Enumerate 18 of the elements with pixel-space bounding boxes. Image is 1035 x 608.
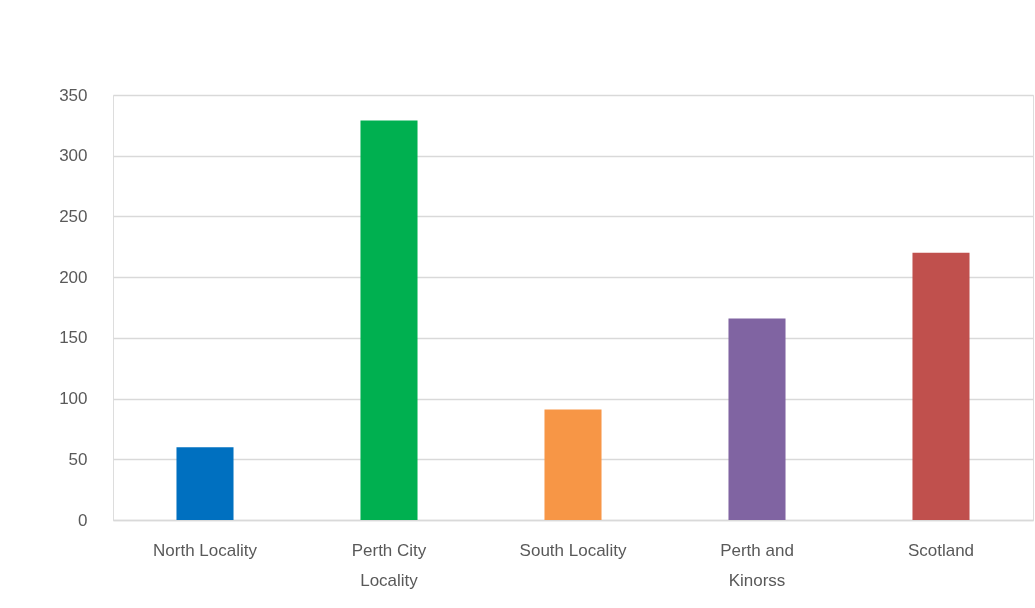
bar (912, 252, 970, 520)
y-tick-label: 150 (59, 328, 88, 348)
x-tick-label: Scotland (907, 540, 975, 560)
y-tick-label: 100 (59, 389, 88, 409)
x-tick-label: Perth City Locality (351, 540, 427, 590)
x-tick-label: Perth and Kinorss (720, 540, 794, 590)
bar (728, 318, 786, 520)
x-tick-label: North Locality (153, 540, 258, 560)
y-tick-label: 300 (59, 146, 88, 166)
y-tick-label: 0 (78, 510, 88, 530)
bar (544, 409, 602, 520)
y-tick-label: 350 (59, 85, 88, 105)
bar (360, 120, 418, 520)
y-tick-label: 50 (68, 449, 88, 469)
bar (176, 447, 234, 520)
y-tick-label: 250 (59, 206, 88, 226)
x-tick-label: South Locality (519, 540, 627, 560)
y-tick-label: 200 (59, 267, 88, 287)
